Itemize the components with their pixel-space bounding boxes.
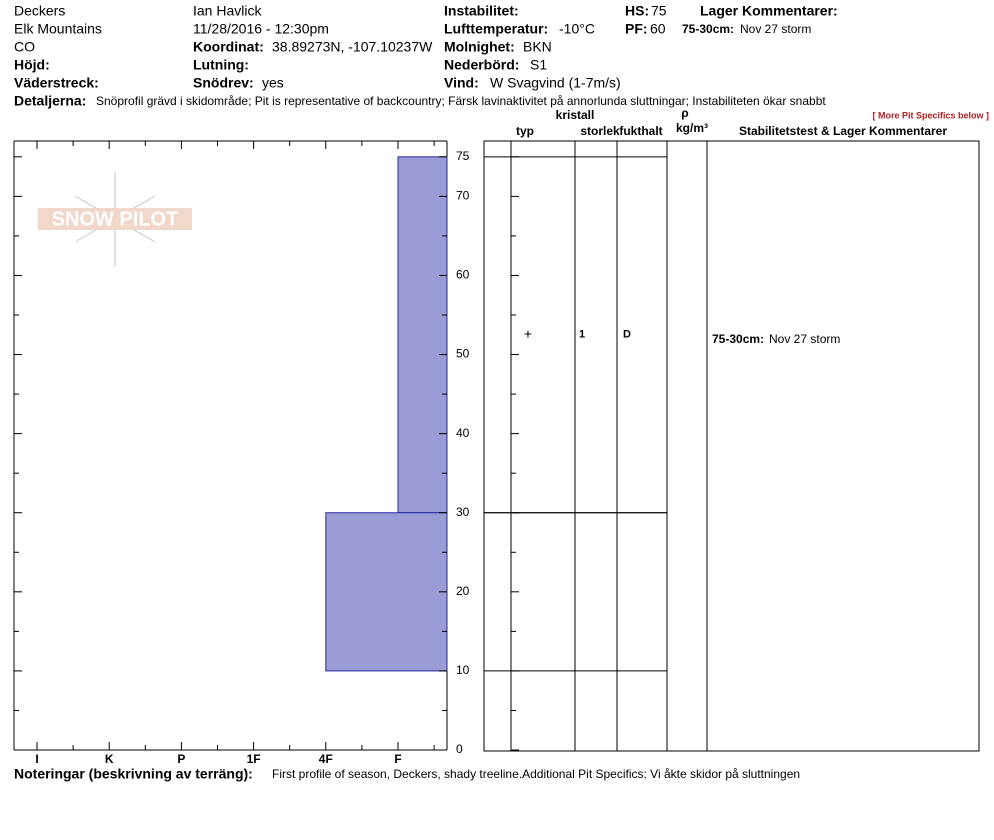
x-tick-label: K bbox=[105, 752, 114, 766]
label: Koordinat: bbox=[193, 39, 264, 55]
details: Snöprofil grävd i skidområde; Pit is rep… bbox=[96, 94, 826, 108]
x-tick-label: I bbox=[35, 752, 38, 766]
moisture: D bbox=[623, 329, 631, 341]
column-header: ρ bbox=[681, 106, 688, 120]
label: Väderstreck: bbox=[14, 75, 99, 91]
range: Elk Mountains bbox=[14, 21, 102, 37]
notes: First profile of season, Deckers, shady … bbox=[272, 767, 800, 781]
label: Detaljerna: bbox=[14, 93, 86, 109]
layer-bar bbox=[325, 512, 448, 672]
label: PF: bbox=[625, 21, 648, 37]
label: Vind: bbox=[444, 75, 479, 91]
label: 75-30cm: bbox=[682, 22, 734, 36]
column-header: kristall bbox=[556, 108, 595, 122]
y-tick-label: 40 bbox=[456, 426, 470, 440]
value: Nov 27 storm bbox=[740, 22, 811, 36]
logo-text: SNOW PILOT bbox=[52, 208, 179, 230]
x-tick-label: 1F bbox=[247, 752, 261, 766]
value: BKN bbox=[523, 39, 552, 55]
column-header: typ bbox=[516, 124, 534, 138]
value: yes bbox=[262, 75, 284, 91]
notes-label: Noteringar (beskrivning av terräng): bbox=[14, 766, 253, 782]
grain-type: + bbox=[524, 325, 532, 341]
value: -10°C bbox=[559, 21, 595, 37]
column-header: fukthalt bbox=[619, 124, 662, 138]
layer-table bbox=[483, 140, 980, 752]
y-tick-label: 50 bbox=[456, 347, 470, 361]
observer: Ian Havlick bbox=[193, 3, 262, 19]
label: Molnighet: bbox=[444, 39, 515, 55]
label: Lufttemperatur: bbox=[444, 21, 548, 37]
location: Deckers bbox=[14, 3, 65, 19]
table-header: typ kristall storlek fukthalt ρ kg/m³ St… bbox=[516, 106, 947, 138]
value: 75 bbox=[651, 3, 667, 19]
more-link[interactable]: [ More Pit Specifics below ] bbox=[872, 110, 989, 120]
y-tick-label: 0 bbox=[456, 742, 463, 756]
label: Snödrev: bbox=[193, 75, 254, 91]
x-tick-label: P bbox=[177, 752, 185, 766]
column-header: kg/m³ bbox=[676, 121, 708, 135]
y-tick-label: 30 bbox=[456, 505, 470, 519]
y-tick-label: 75 bbox=[456, 149, 470, 163]
layer-bar bbox=[397, 156, 448, 514]
label: Lager Kommentarer: bbox=[700, 3, 838, 19]
x-tick-label: F bbox=[394, 752, 401, 766]
y-tick-label: 60 bbox=[456, 268, 470, 282]
column-header: Stabilitetstest & Lager Kommentarer bbox=[739, 124, 947, 138]
logo: SNOW PILOT bbox=[38, 172, 192, 266]
value: W Svagvind (1-7m/s) bbox=[490, 75, 621, 91]
x-tick-label: 4F bbox=[319, 752, 333, 766]
layer-comment-range: 75-30cm: bbox=[712, 332, 764, 346]
label: HS: bbox=[625, 3, 649, 19]
column-header: storlek bbox=[580, 124, 620, 138]
label: Höjd: bbox=[14, 57, 50, 73]
value: 38.89273N, -107.10237W bbox=[272, 39, 433, 55]
state: CO bbox=[14, 39, 35, 55]
y-tick-label: 20 bbox=[456, 584, 470, 598]
label: Nederbörd: bbox=[444, 57, 519, 73]
grain-size: 1 bbox=[579, 329, 585, 341]
value: 60 bbox=[650, 21, 666, 37]
label: Lutning: bbox=[193, 57, 249, 73]
y-tick-label: 70 bbox=[456, 189, 470, 203]
y-tick-label: 10 bbox=[456, 663, 470, 677]
layer-comment: Nov 27 storm bbox=[769, 332, 840, 346]
datetime: 11/28/2016 - 12:30pm bbox=[193, 21, 329, 37]
label: Instabilitet: bbox=[444, 3, 519, 19]
header: Deckers Elk Mountains CO Höjd: Väderstre… bbox=[14, 3, 838, 109]
value: S1 bbox=[530, 57, 547, 73]
